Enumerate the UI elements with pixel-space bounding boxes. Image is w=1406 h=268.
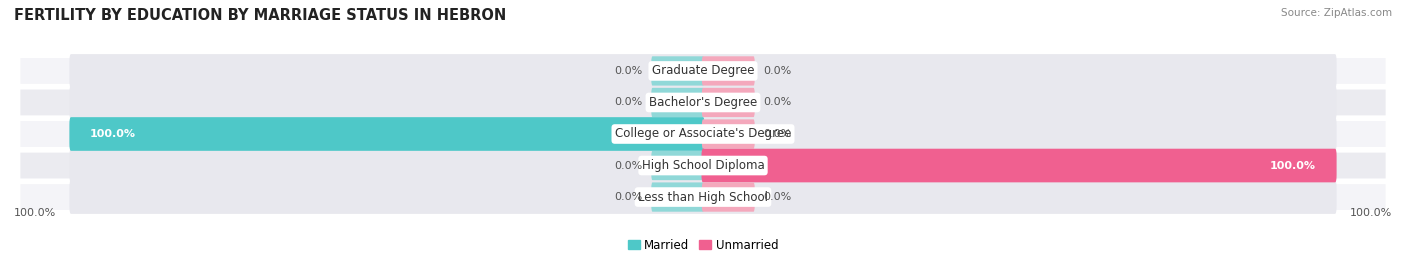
FancyBboxPatch shape xyxy=(20,90,1386,116)
FancyBboxPatch shape xyxy=(20,121,1386,147)
Text: 100.0%: 100.0% xyxy=(90,129,136,139)
FancyBboxPatch shape xyxy=(651,183,704,212)
FancyBboxPatch shape xyxy=(702,119,755,149)
Legend: Married, Unmarried: Married, Unmarried xyxy=(628,239,778,252)
FancyBboxPatch shape xyxy=(702,56,755,85)
Text: 0.0%: 0.0% xyxy=(614,66,643,76)
FancyBboxPatch shape xyxy=(69,54,1337,88)
FancyBboxPatch shape xyxy=(20,184,1386,210)
Text: 0.0%: 0.0% xyxy=(614,161,643,170)
Text: 0.0%: 0.0% xyxy=(763,129,792,139)
Text: 0.0%: 0.0% xyxy=(763,192,792,202)
FancyBboxPatch shape xyxy=(702,149,1337,182)
FancyBboxPatch shape xyxy=(702,88,755,117)
FancyBboxPatch shape xyxy=(702,183,755,212)
FancyBboxPatch shape xyxy=(20,152,1386,178)
FancyBboxPatch shape xyxy=(651,151,704,180)
Text: College or Associate's Degree: College or Associate's Degree xyxy=(614,128,792,140)
Text: 100.0%: 100.0% xyxy=(14,209,56,218)
Text: 100.0%: 100.0% xyxy=(1270,161,1316,170)
Text: 0.0%: 0.0% xyxy=(614,98,643,107)
FancyBboxPatch shape xyxy=(69,117,1337,151)
Text: 0.0%: 0.0% xyxy=(614,192,643,202)
FancyBboxPatch shape xyxy=(69,180,1337,214)
Text: Bachelor's Degree: Bachelor's Degree xyxy=(650,96,756,109)
Text: 0.0%: 0.0% xyxy=(763,66,792,76)
FancyBboxPatch shape xyxy=(69,86,1337,119)
Text: Less than High School: Less than High School xyxy=(638,191,768,204)
Text: Source: ZipAtlas.com: Source: ZipAtlas.com xyxy=(1281,8,1392,18)
Text: FERTILITY BY EDUCATION BY MARRIAGE STATUS IN HEBRON: FERTILITY BY EDUCATION BY MARRIAGE STATU… xyxy=(14,8,506,23)
Text: 0.0%: 0.0% xyxy=(763,98,792,107)
FancyBboxPatch shape xyxy=(69,117,704,151)
Text: Graduate Degree: Graduate Degree xyxy=(652,64,754,77)
FancyBboxPatch shape xyxy=(69,149,1337,182)
Text: High School Diploma: High School Diploma xyxy=(641,159,765,172)
FancyBboxPatch shape xyxy=(651,88,704,117)
FancyBboxPatch shape xyxy=(20,58,1386,84)
Text: 100.0%: 100.0% xyxy=(1350,209,1392,218)
FancyBboxPatch shape xyxy=(651,56,704,85)
